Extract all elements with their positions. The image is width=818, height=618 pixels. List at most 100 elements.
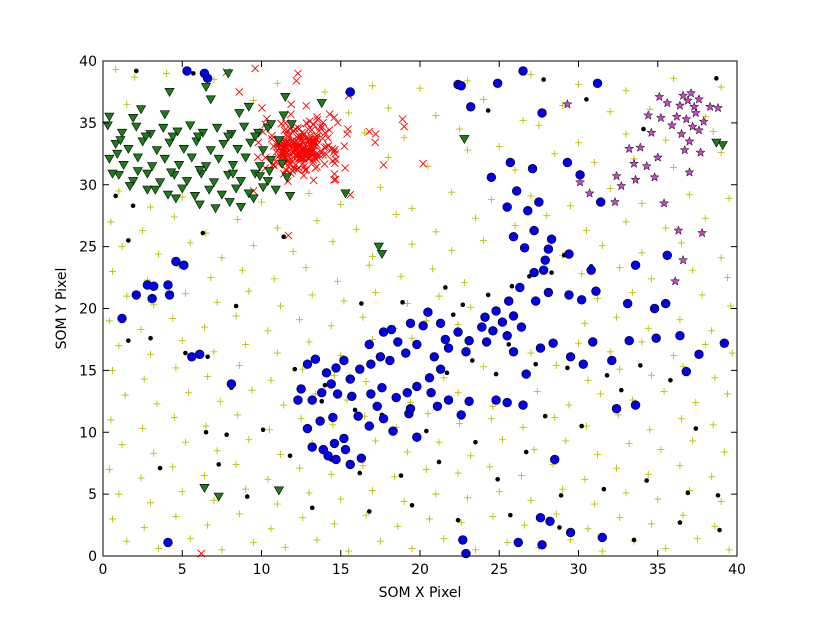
triangle-down-point (243, 189, 254, 199)
dot-point (638, 363, 643, 368)
triangle-down-point (199, 484, 210, 493)
triangle-down-point (131, 122, 142, 132)
dot-point (557, 525, 562, 530)
plus-point (147, 499, 155, 507)
x-tick-label: 20 (411, 562, 429, 578)
dot-point (485, 292, 491, 298)
x-axis-label: SOM X Pixel (379, 585, 462, 601)
plus-point (711, 522, 719, 530)
circle-point (375, 352, 386, 362)
triangle-down-point (276, 159, 288, 169)
plus-point (598, 241, 606, 249)
circle-point (651, 333, 661, 343)
plus-point (121, 391, 129, 399)
dot-point (400, 300, 405, 305)
red-x-point (317, 147, 325, 156)
dot-point (693, 426, 699, 431)
triangle-down-point (227, 169, 239, 179)
plus-point (717, 254, 725, 262)
plus-point (181, 438, 189, 446)
y-tick-label: 5 (88, 487, 97, 503)
star-point (697, 227, 708, 238)
plus-point (296, 316, 304, 324)
triangle-down-point (200, 83, 212, 92)
x-tick-label: 40 (728, 562, 746, 578)
circle-point (345, 374, 355, 384)
circle-point (317, 387, 327, 398)
triangle-down-point (167, 132, 178, 142)
triangle-down-point (140, 132, 151, 142)
triangle-down-point (278, 111, 289, 121)
triangle-down-point (264, 167, 275, 177)
triangle-down-point (164, 88, 175, 97)
plus-point (234, 411, 242, 419)
plus-point (495, 488, 503, 496)
dot-point (292, 366, 298, 372)
circle-point (147, 293, 157, 304)
circle-point (564, 249, 574, 259)
plus-point (638, 199, 646, 207)
triangle-down-point (127, 114, 139, 123)
y-tick-label: 40 (79, 54, 97, 70)
dot-point (714, 76, 719, 81)
plus-point (709, 128, 717, 136)
circle-point (326, 379, 336, 389)
circle-point (402, 387, 413, 398)
circle-point (540, 255, 550, 265)
plus-point (440, 535, 448, 543)
plus-point (530, 446, 538, 454)
plus-point (372, 288, 380, 296)
plus-point (647, 371, 655, 379)
triangle-down-point (142, 169, 153, 179)
circle-point (529, 267, 539, 278)
plus-point (582, 422, 590, 430)
circle-point (318, 444, 329, 455)
plus-point (456, 125, 464, 133)
red-x-point (287, 100, 296, 109)
plus-point (337, 201, 345, 209)
circle-point (345, 87, 355, 97)
plus-point (660, 387, 668, 395)
red-x-point (261, 153, 270, 162)
triangle-down-point (194, 166, 205, 175)
dot-point (183, 350, 188, 356)
plus-point (693, 535, 701, 543)
circle-point (339, 433, 349, 444)
star-point (611, 170, 622, 181)
circle-point (508, 232, 519, 242)
plus-point (202, 422, 210, 430)
plus-point (118, 441, 126, 449)
plus-point (384, 104, 392, 112)
plus-point (527, 192, 535, 200)
circle-point (624, 335, 634, 346)
plus-point (235, 361, 243, 369)
plus-point (606, 348, 614, 356)
plus-point (302, 264, 310, 272)
plus-point (250, 538, 258, 546)
dot-point (558, 493, 564, 498)
dot-point (644, 478, 649, 483)
plus-point (647, 520, 655, 528)
plus-point (115, 187, 123, 195)
red-x-point (300, 162, 309, 171)
plus-point (289, 248, 297, 256)
plus-point (238, 266, 246, 274)
plus-point (345, 547, 353, 555)
plus-point (644, 324, 652, 332)
star-point (695, 147, 706, 157)
triangle-down-point (189, 191, 201, 201)
plus-point (359, 313, 367, 321)
triangle-down-point (118, 161, 129, 170)
circle-point (548, 338, 558, 348)
plus-point (503, 538, 511, 546)
plus-point (242, 485, 250, 493)
plus-point (359, 462, 367, 470)
red-x-point (329, 148, 338, 156)
circle-point (543, 244, 554, 254)
plus-point (403, 448, 411, 456)
circle-point (405, 318, 416, 329)
circle-point (521, 369, 531, 379)
plus-point (616, 264, 624, 272)
triangle-down-point (224, 198, 235, 208)
plus-point (533, 387, 541, 395)
